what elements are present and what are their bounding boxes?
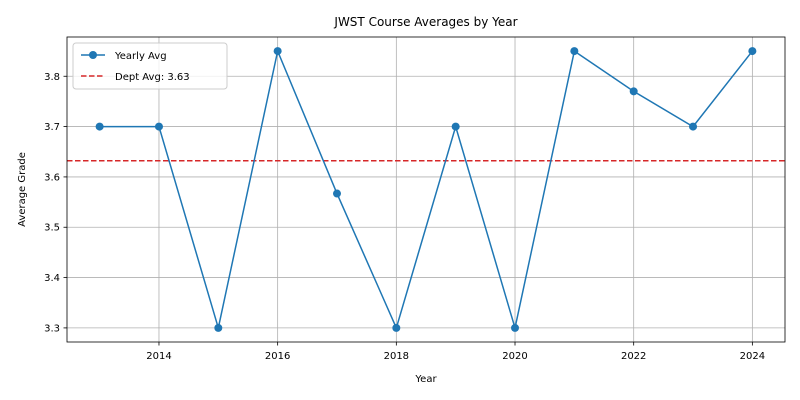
x-tick-label: 2014	[146, 351, 171, 362]
y-tick-label: 3.3	[44, 323, 60, 334]
data-point	[570, 47, 579, 56]
chart-title: JWST Course Averages by Year	[333, 15, 517, 29]
y-axis-label: Average Grade	[17, 152, 28, 227]
data-point	[332, 189, 341, 198]
data-point	[689, 122, 698, 131]
plot-frame	[66, 36, 786, 343]
data-point	[748, 47, 757, 56]
series-group	[95, 47, 757, 332]
data-point	[214, 323, 223, 332]
y-tick-label: 3.5	[44, 223, 60, 234]
legend-label-yearly-avg: Yearly Avg	[114, 51, 167, 62]
y-axis-ticks: 3.3 3.4 3.5 3.6 3.7 3.8	[44, 72, 67, 334]
y-tick-label: 3.4	[44, 273, 60, 284]
data-point	[511, 323, 520, 332]
x-tick-label: 2018	[384, 351, 409, 362]
legend-swatch-yearly-avg-marker	[89, 51, 97, 59]
grid-lines	[67, 37, 785, 342]
x-axis-ticks: 2014 2016 2018 2020 2022 2024	[146, 342, 765, 362]
legend: Yearly Avg Dept Avg: 3.63	[72, 42, 228, 90]
legend-box	[72, 42, 228, 90]
x-tick-label: 2020	[502, 351, 527, 362]
y-tick-label: 3.6	[44, 172, 60, 183]
data-point	[95, 122, 104, 131]
series-line-yearly-avg	[99, 48, 753, 331]
x-axis-label: Year	[414, 374, 437, 385]
data-point	[154, 122, 163, 131]
data-point	[629, 87, 638, 96]
data-point	[273, 47, 282, 56]
x-tick-label: 2024	[740, 351, 765, 362]
x-tick-label: 2016	[265, 351, 290, 362]
x-tick-label: 2022	[621, 351, 646, 362]
y-tick-label: 3.7	[44, 122, 60, 133]
data-point	[392, 323, 401, 332]
y-tick-label: 3.8	[44, 72, 60, 83]
legend-label-dept-avg: Dept Avg: 3.63	[115, 72, 190, 83]
data-point	[451, 122, 460, 131]
